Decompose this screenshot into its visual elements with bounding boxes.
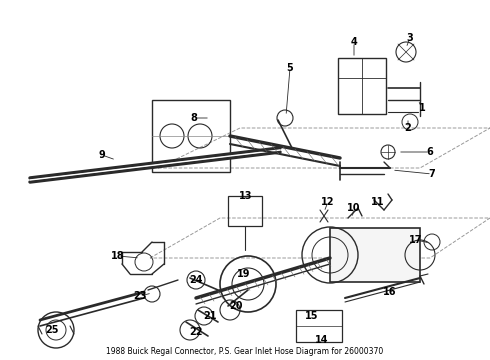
Text: 1: 1 — [418, 103, 425, 113]
Text: 25: 25 — [45, 325, 59, 335]
Text: 23: 23 — [133, 291, 147, 301]
Text: 19: 19 — [237, 269, 251, 279]
Text: 7: 7 — [429, 169, 436, 179]
Bar — [228, 196, 262, 226]
Bar — [338, 58, 386, 114]
Text: 1988 Buick Regal Connector, P.S. Gear Inlet Hose Diagram for 26000370: 1988 Buick Regal Connector, P.S. Gear In… — [106, 347, 384, 356]
Text: 13: 13 — [239, 191, 253, 201]
Text: 17: 17 — [409, 235, 423, 245]
Text: 11: 11 — [371, 197, 385, 207]
Bar — [296, 310, 342, 342]
Text: 20: 20 — [229, 301, 243, 311]
Text: 14: 14 — [315, 335, 329, 345]
Text: 22: 22 — [189, 327, 203, 337]
Text: 12: 12 — [321, 197, 335, 207]
Text: 2: 2 — [405, 123, 412, 133]
Bar — [152, 100, 230, 172]
Text: 5: 5 — [287, 63, 294, 73]
Bar — [330, 228, 420, 282]
Text: 24: 24 — [189, 275, 203, 285]
Text: 4: 4 — [351, 37, 357, 47]
Text: 3: 3 — [407, 33, 414, 43]
Text: 10: 10 — [347, 203, 361, 213]
Text: 18: 18 — [111, 251, 125, 261]
Text: 8: 8 — [191, 113, 197, 123]
Text: 9: 9 — [98, 150, 105, 160]
Text: 16: 16 — [383, 287, 397, 297]
Text: 15: 15 — [305, 311, 319, 321]
Text: 6: 6 — [427, 147, 433, 157]
Text: 21: 21 — [203, 311, 217, 321]
